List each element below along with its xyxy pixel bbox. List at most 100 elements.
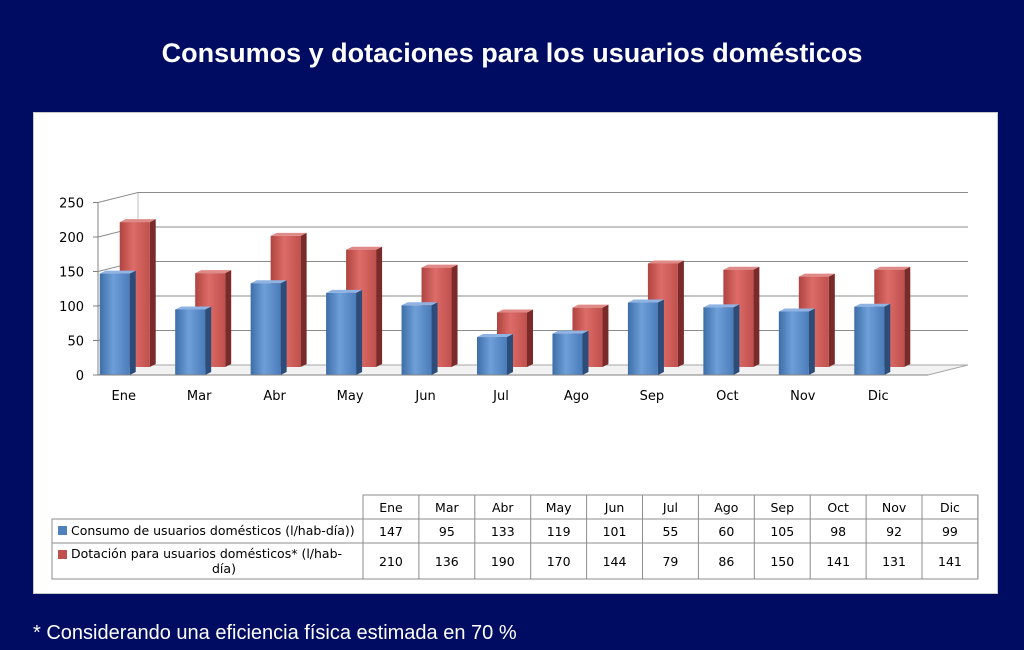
table-value-cell: 60: [718, 524, 734, 539]
chart-panel: 0 50 100 150 200 250 Ene Mar Abr May Jun Jul Ago Sep O…: [33, 112, 998, 594]
bar-consumo: [703, 304, 740, 375]
bar-consumo: [477, 334, 513, 375]
y-tick-label: 100: [59, 300, 84, 315]
bar-consumo-side: [884, 303, 891, 375]
bar-dotacion-top: [195, 270, 232, 274]
bar-consumo-side: [205, 306, 212, 375]
legend-label: Consumo de usuarios domésticos (l/hab-dí…: [71, 523, 355, 538]
table-header-cell: Jun: [604, 500, 625, 515]
bar-consumo-front: [99, 273, 130, 375]
bar-consumo-front: [175, 309, 206, 375]
bar-consumo-top: [401, 302, 438, 306]
table-header-cell: Dic: [940, 500, 960, 515]
bar-dotacion-top: [572, 304, 609, 308]
bar-chart: 0 50 100 150 200 250 Ene Mar Abr May Jun Jul Ago Sep O…: [51, 192, 979, 580]
table-value-cell: 131: [882, 554, 906, 569]
bar-dotacion-side: [677, 260, 684, 367]
table-value-cell: 141: [938, 554, 962, 569]
table-header-cell: Mar: [435, 500, 459, 515]
bar-dotacion-top: [421, 264, 458, 268]
bar-consumo-side: [733, 304, 740, 375]
table-header-cell: Ene: [379, 500, 403, 515]
table-value-cell: 98: [830, 524, 846, 539]
legend-swatch: [58, 550, 67, 559]
table-header-cell: Sep: [770, 500, 794, 515]
bar-consumo-front: [250, 283, 281, 375]
y-tick-label: 0: [76, 369, 84, 384]
y-tick-label: 150: [59, 266, 84, 281]
chart-title: Consumos y dotaciones para los usuarios …: [161, 38, 863, 68]
bar-consumo: [175, 306, 212, 375]
bar-consumo-side: [582, 330, 589, 375]
table-value-cell: 150: [770, 554, 794, 569]
x-tick-label: Mar: [187, 389, 212, 404]
bar-dotacion-side: [602, 304, 609, 367]
table-value-cell: 147: [379, 524, 403, 539]
table-header-cell: May: [546, 500, 572, 515]
bar-consumo-side: [431, 302, 438, 375]
x-tick-label: Ago: [564, 389, 589, 404]
bar-dotacion-top: [497, 309, 533, 313]
bar-consumo-side: [356, 289, 363, 375]
bar-consumo-top: [627, 299, 664, 303]
table-header-cell: Jul: [662, 500, 678, 515]
bar-consumo-side: [808, 308, 815, 375]
y-tick-label: 200: [59, 231, 84, 246]
table-value-cell: 86: [718, 554, 734, 569]
bar-consumo-front: [703, 307, 734, 375]
table-value-cell: 105: [770, 524, 794, 539]
bar-consumo-top: [99, 270, 136, 274]
bar-consumo-top: [477, 334, 513, 338]
bar-dotacion-side: [451, 264, 458, 367]
table-value-cell: 210: [379, 554, 403, 569]
bar-dotacion-side: [376, 246, 383, 367]
bar-consumo-top: [703, 304, 740, 308]
bar-dotacion-top: [723, 266, 760, 270]
bar-consumo-front: [326, 292, 357, 375]
bar-dotacion-side: [828, 273, 835, 367]
bar-dotacion-top: [874, 266, 911, 270]
table-value-cell: 92: [886, 524, 902, 539]
legend-label-line: día): [212, 561, 236, 576]
bar-consumo-top: [326, 289, 363, 293]
bar-consumo-front: [854, 306, 885, 375]
table-value-cell: 119: [547, 524, 571, 539]
bar-dotacion-top: [647, 260, 684, 264]
x-tick-label: Abr: [263, 389, 286, 404]
bar-consumo-top: [552, 330, 589, 334]
bar-dotacion-top: [798, 273, 835, 277]
x-tick-label: Oct: [716, 389, 738, 404]
bar-consumo: [854, 303, 891, 375]
table-header-cell: Ago: [714, 500, 738, 515]
bar-consumo-side: [280, 280, 287, 375]
table-value-cell: 190: [491, 554, 515, 569]
gridline-depth: [97, 192, 139, 203]
table-value-cell: 136: [435, 554, 459, 569]
bar-dotacion-side: [904, 266, 911, 367]
x-tick-label: Jun: [414, 389, 435, 404]
bar-consumo-side: [657, 299, 664, 375]
table-value-cell: 170: [547, 554, 571, 569]
bar-consumo-top: [778, 308, 815, 312]
legend-label-line: Dotación para usuarios domésticos* (l/ha…: [71, 546, 342, 561]
table-value-cell: 101: [603, 524, 627, 539]
table-header-cell: Oct: [827, 500, 849, 515]
y-tick-label: 50: [67, 335, 84, 350]
table-value-cell: 99: [942, 524, 958, 539]
bar-consumo: [326, 289, 363, 375]
bar-dotacion-top: [346, 246, 383, 250]
table-value-cell: 141: [826, 554, 850, 569]
footnote: * Considerando una eficiencia física est…: [33, 622, 517, 644]
bar-dotacion-top: [270, 232, 307, 236]
bar-consumo: [552, 330, 589, 375]
legend-label: Dotación para usuarios domésticos* (l/ha…: [71, 546, 342, 576]
bar-consumo-side: [507, 334, 513, 375]
bar-consumo-front: [401, 305, 432, 375]
bar-dotacion-side: [225, 270, 232, 367]
x-tick-label: Ene: [112, 389, 136, 404]
bar-dotacion-side: [753, 266, 760, 367]
bar-consumo: [778, 308, 815, 375]
bar-consumo-front: [477, 337, 507, 375]
table-value-cell: 133: [491, 524, 515, 539]
x-tick-label: Dic: [868, 389, 889, 404]
